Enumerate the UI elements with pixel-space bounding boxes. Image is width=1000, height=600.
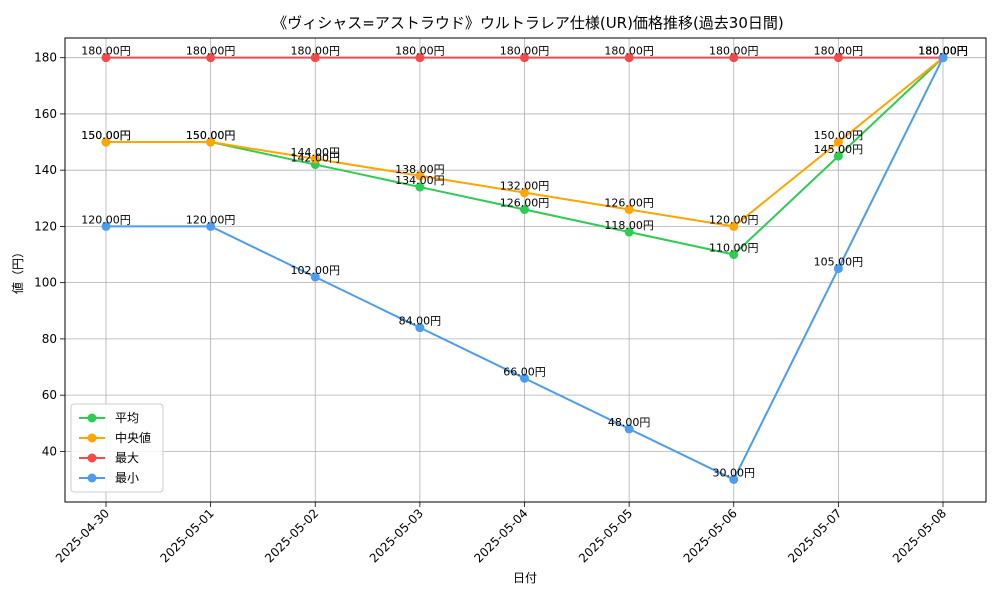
data-label: 120.00円 (709, 213, 759, 226)
legend-entry: 中央値 (115, 430, 151, 445)
data-point (624, 53, 634, 63)
data-label: 180.00円 (709, 45, 759, 58)
plot-frame (64, 37, 987, 503)
data-point (520, 205, 529, 215)
data-label: 180.00円 (291, 45, 341, 58)
data-label: 30.00円 (713, 467, 756, 480)
y-tick-label: 140 (34, 163, 57, 177)
data-point (310, 272, 320, 282)
data-point (101, 137, 111, 147)
data-point (520, 188, 529, 198)
data-label: 180.00円 (81, 45, 131, 58)
y-tick-label: 120 (34, 219, 57, 233)
data-point (520, 53, 529, 63)
legend-swatch-marker (87, 413, 97, 423)
data-point (729, 475, 739, 485)
legend-swatch-marker (87, 453, 97, 463)
data-label: 150.00円 (186, 129, 236, 142)
data-label: 118.00円 (604, 219, 654, 232)
data-label: 138.00円 (395, 163, 445, 176)
data-label: 180.00円 (918, 45, 968, 58)
data-label: 180.00円 (918, 45, 968, 58)
data-point (415, 171, 425, 181)
data-point (310, 154, 320, 164)
data-point (938, 53, 948, 63)
data-label: 120.00円 (81, 213, 131, 226)
data-label: 180.00円 (500, 45, 550, 58)
legend-swatch-marker (87, 473, 97, 483)
data-label: 180.00円 (395, 45, 445, 58)
data-point (206, 53, 216, 63)
series-layer (101, 53, 948, 485)
data-label: 150.00円 (186, 129, 236, 142)
data-point (729, 53, 739, 63)
data-point (833, 137, 843, 147)
data-point (833, 53, 843, 63)
data-label: 150.00円 (814, 129, 864, 142)
legend-entry: 最小 (115, 471, 139, 485)
data-point (729, 250, 739, 260)
y-tick-label: 40 (42, 444, 57, 458)
data-point (415, 323, 425, 333)
data-label: 150.00円 (81, 129, 131, 142)
data-point (415, 182, 425, 192)
data-label: 180.00円 (918, 45, 968, 58)
data-label: 180.00円 (186, 45, 236, 58)
y-tick-label: 80 (42, 332, 57, 346)
y-tick-label: 180 (34, 51, 57, 65)
legend-entry: 最大 (115, 451, 139, 465)
x-axis-label: 日付 (513, 571, 537, 585)
y-tick-label: 160 (34, 107, 57, 121)
chart-title: 《ヴィシャス=アストラウド》ウルトラレア仕様(UR)価格推移(過去30日間) (272, 14, 783, 32)
data-label: 142.00円 (291, 152, 341, 165)
data-point (729, 221, 739, 231)
data-point (833, 264, 843, 274)
data-label: 48.00円 (608, 416, 651, 429)
data-point (520, 373, 529, 383)
data-label: 126.00円 (604, 197, 654, 210)
legend-box (70, 403, 164, 493)
data-label: 120.00円 (186, 213, 236, 226)
legend-entry: 平均 (115, 411, 139, 425)
data-label: 110.00円 (709, 242, 759, 255)
data-label: 180.00円 (814, 45, 864, 58)
data-point (624, 227, 634, 237)
data-label: 134.00円 (395, 174, 445, 187)
data-point (624, 424, 634, 434)
data-label: 180.00円 (604, 45, 654, 58)
data-label: 144.00円 (291, 146, 341, 159)
data-point (206, 221, 216, 231)
data-label: 145.00円 (814, 143, 864, 156)
y-axis-label: 値（円） (10, 246, 25, 294)
data-label: 180.00円 (918, 45, 968, 58)
data-point (624, 205, 634, 215)
data-label: 132.00円 (500, 180, 550, 193)
data-point (415, 53, 425, 63)
data-labels: 150.00円 150.00円 142.00円 134.00円 126.00円 118.0… (81, 45, 968, 480)
data-label: 105.00円 (814, 256, 864, 269)
data-point (833, 151, 843, 161)
data-point (310, 53, 320, 63)
legend-swatch-marker (87, 433, 97, 443)
data-label: 84.00円 (399, 315, 442, 328)
data-label: 126.00円 (500, 197, 550, 210)
data-label: 150.00円 (81, 129, 131, 142)
y-tick-label: 100 (34, 276, 57, 290)
data-point (206, 137, 216, 147)
data-point (101, 53, 111, 63)
y-tick-label: 60 (42, 388, 57, 402)
data-point (101, 221, 111, 231)
data-label: 102.00円 (291, 264, 341, 277)
data-label: 66.00円 (503, 365, 546, 378)
